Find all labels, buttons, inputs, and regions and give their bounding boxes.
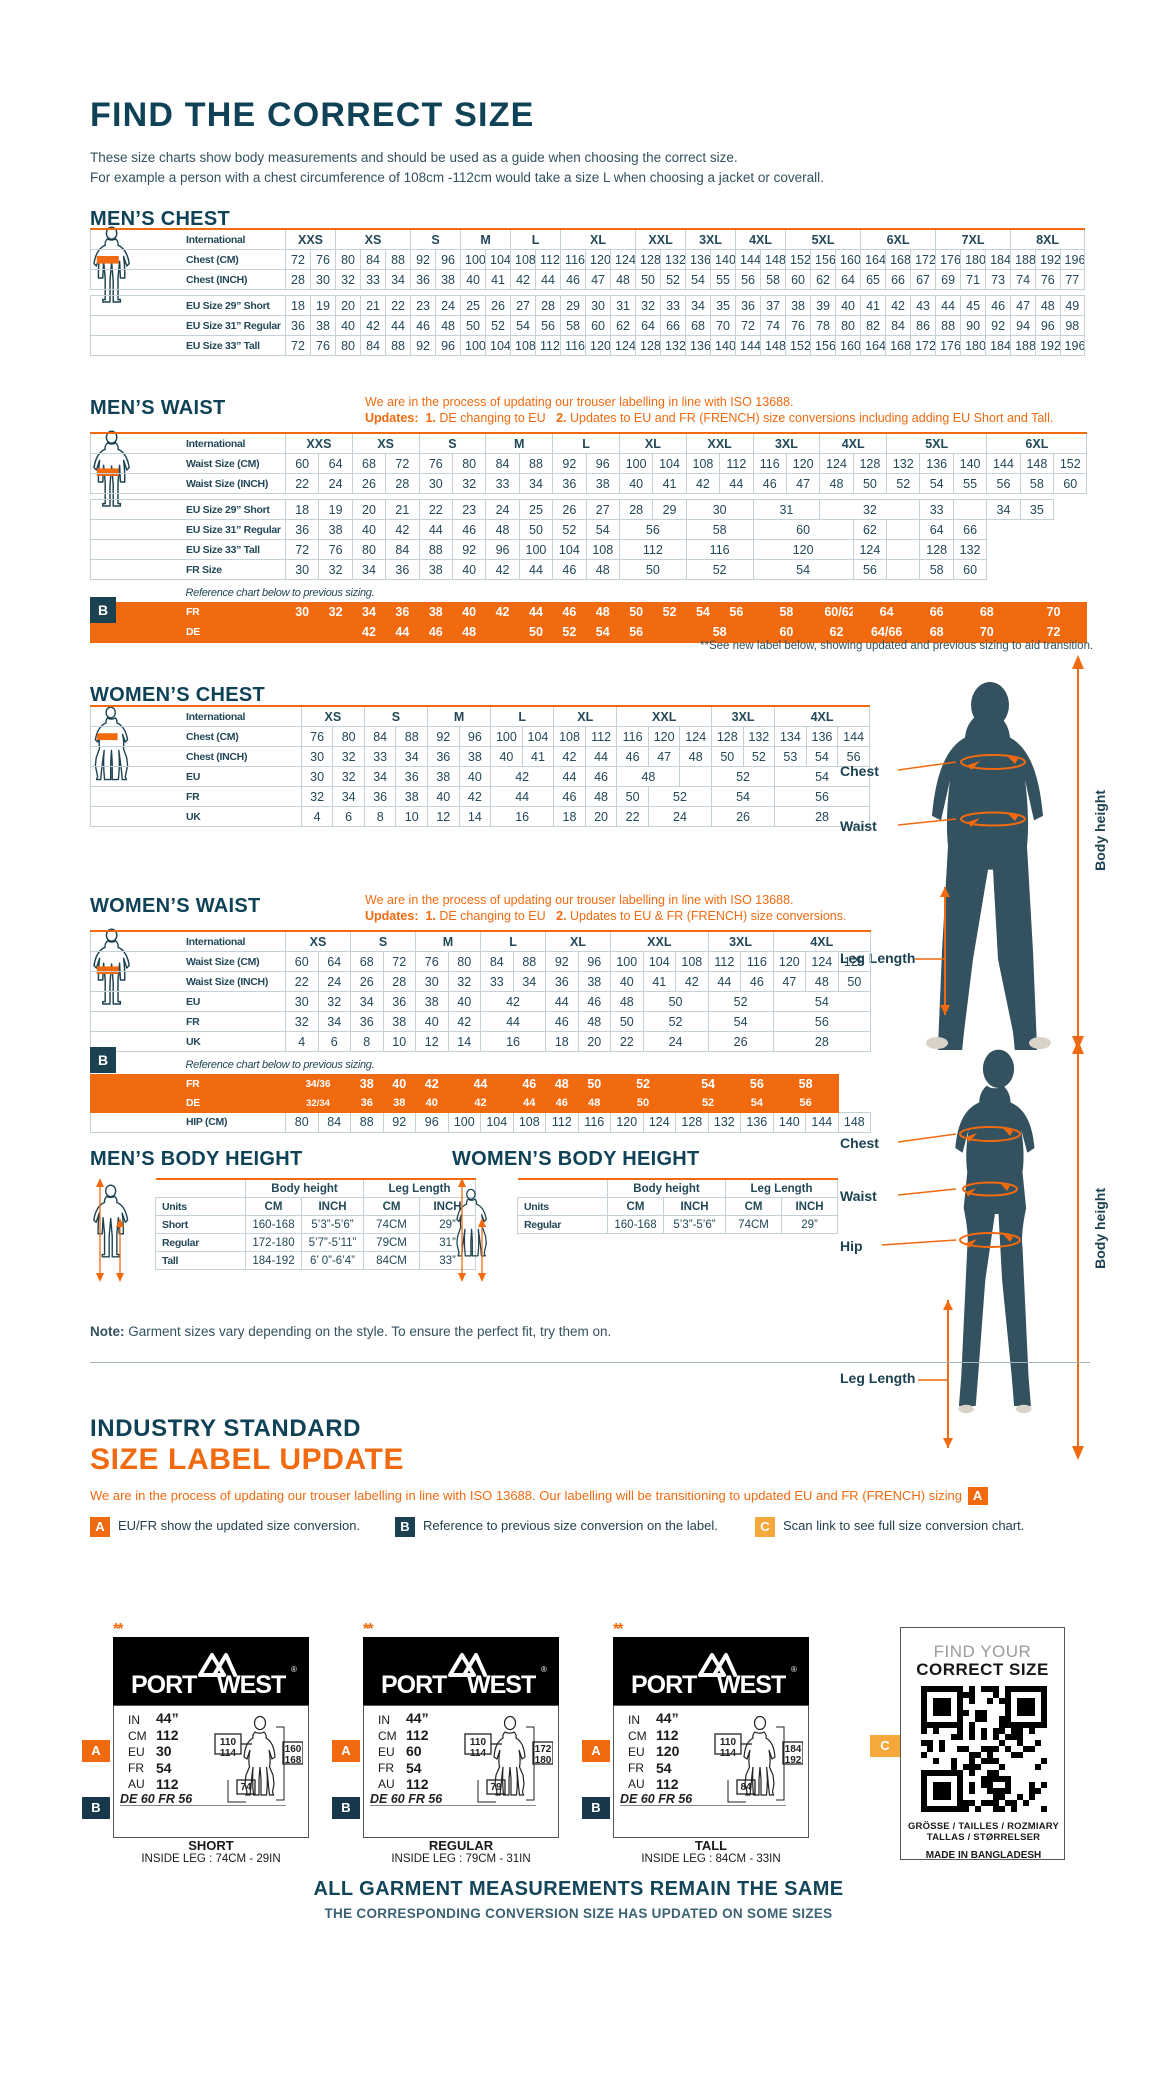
svg-text:WEST: WEST [467, 1671, 536, 1699]
svg-text:PORT: PORT [631, 1671, 697, 1699]
svg-text:74: 74 [240, 1782, 252, 1793]
svg-text:®: ® [541, 1665, 547, 1674]
svg-text:110: 110 [720, 1737, 737, 1748]
svg-text:110: 110 [220, 1737, 237, 1748]
svg-text:110: 110 [470, 1737, 487, 1748]
svg-text:184: 184 [785, 1744, 802, 1755]
svg-text:114: 114 [720, 1748, 737, 1759]
svg-text:192: 192 [785, 1755, 802, 1766]
svg-text:84: 84 [740, 1782, 752, 1793]
svg-text:PORT: PORT [381, 1671, 447, 1699]
svg-text:PORT: PORT [131, 1671, 197, 1699]
svg-text:168: 168 [285, 1755, 302, 1766]
svg-text:114: 114 [220, 1748, 237, 1759]
svg-text:WEST: WEST [717, 1671, 786, 1699]
svg-text:WEST: WEST [217, 1671, 286, 1699]
svg-text:114: 114 [470, 1748, 487, 1759]
svg-text:®: ® [291, 1665, 297, 1674]
svg-text:79: 79 [490, 1782, 502, 1793]
svg-text:®: ® [791, 1665, 797, 1674]
svg-text:172: 172 [535, 1744, 552, 1755]
svg-text:180: 180 [535, 1755, 552, 1766]
svg-text:160: 160 [285, 1744, 302, 1755]
